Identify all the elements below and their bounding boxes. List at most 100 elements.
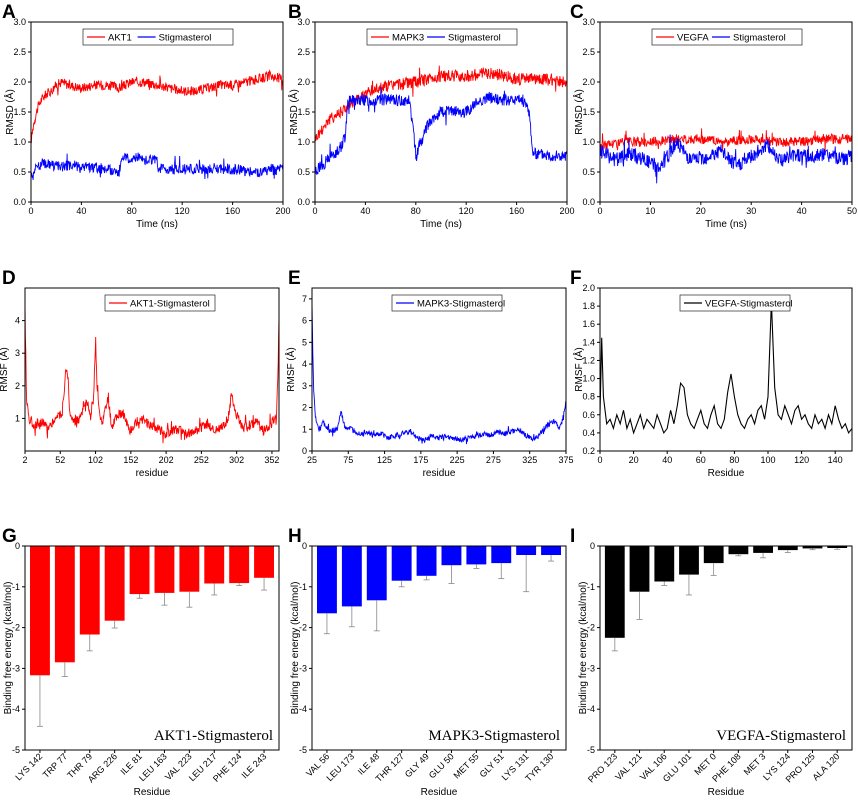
category-label-h-6: MET 55 <box>452 751 481 780</box>
bar-h-8 <box>516 546 537 555</box>
y-tick-label-e-5: 5 <box>302 337 307 347</box>
y-axis-label-a: RMSD (Å) <box>3 89 16 135</box>
x-tick-label-d-1: 52 <box>55 455 65 465</box>
x-tick-label-d-2: 102 <box>88 455 103 465</box>
x-tick-label-b-2: 80 <box>411 206 421 216</box>
y-tick-label-b-3: 1.5 <box>297 107 310 117</box>
plot-frame-e <box>311 287 567 452</box>
y-tick-label-c-5: 2.5 <box>582 47 595 57</box>
y-tick-label-c-3: 1.5 <box>582 107 595 117</box>
bar-g-4 <box>129 546 150 595</box>
y-tick-label-i-4: -1 <box>587 582 595 592</box>
bar-i-1 <box>629 546 650 592</box>
x-tick-label-d-4: 202 <box>159 455 174 465</box>
bar-g-5 <box>154 546 175 593</box>
y-tick-label-e-1: 1 <box>302 424 307 434</box>
plot-frame-g <box>24 545 280 751</box>
plot-frame-d <box>24 287 280 452</box>
y-tick-label-f-1: 0.4 <box>582 428 595 438</box>
bar-h-5 <box>441 546 462 566</box>
x-axis-label-h: Residue <box>421 787 458 798</box>
bar-g-6 <box>179 546 200 592</box>
plot-frame-h <box>311 545 567 751</box>
chart-title-i: VEGFA-Stigmasterol <box>716 728 846 744</box>
y-axis-label-f: RMSF (Å) <box>572 347 585 391</box>
panel-f: 0 20 40 60 80 100 120 140 0.2 0.4 0.6 0.8 1.0 1.2 1.4 1… <box>572 283 853 479</box>
y-tick-label-f-0: 0.2 <box>582 446 595 456</box>
bar-h-2 <box>366 546 387 601</box>
x-tick-label-e-2: 125 <box>377 455 392 465</box>
bar-g-3 <box>104 546 125 621</box>
y-tick-label-i-1: -4 <box>587 704 595 714</box>
bar-g-8 <box>229 546 250 584</box>
x-tick-label-f-1: 20 <box>629 455 639 465</box>
x-tick-label-a-0: 0 <box>28 206 33 216</box>
x-axis-label-d: residue <box>136 468 169 479</box>
legend-e: MAPK3-Stigmasterol <box>391 294 505 312</box>
y-tick-label-e-4: 4 <box>302 359 307 369</box>
y-tick-label-b-2: 1.0 <box>297 137 310 147</box>
y-tick-label-a-4: 2.0 <box>13 77 26 87</box>
x-axis-label-f: Residue <box>708 468 745 479</box>
chart-title-g: AKT1-Stigmasterol <box>154 728 273 744</box>
panel-label-c: C <box>570 2 584 23</box>
panel-label-h: H <box>288 526 302 547</box>
x-tick-label-d-5: 252 <box>194 455 209 465</box>
bar-i-4 <box>703 546 724 564</box>
x-tick-label-d-3: 152 <box>123 455 138 465</box>
x-tick-label-e-3: 175 <box>413 455 428 465</box>
legend-box-f <box>679 294 791 312</box>
x-tick-label-e-1: 75 <box>343 455 353 465</box>
legend-f: VEGFA-Stigmasterol <box>679 294 793 312</box>
y-tick-label-g-5: 0 <box>15 541 20 551</box>
bar-h-3 <box>391 546 412 581</box>
y-tick-label-b-1: 0.5 <box>297 167 310 177</box>
legend-label-a-0: AKT1 <box>108 33 132 44</box>
y-tick-label-b-4: 2.0 <box>297 77 310 87</box>
bar-i-7 <box>777 546 798 551</box>
category-label-g-1: TRP 77 <box>41 751 70 780</box>
y-tick-label-d-3: 4 <box>15 316 20 326</box>
y-tick-label-g-2: -3 <box>12 663 20 673</box>
x-tick-label-a-3: 120 <box>175 206 190 216</box>
category-label-g-5: LEU 163 <box>137 751 169 783</box>
y-tick-label-h-4: -1 <box>299 582 307 592</box>
y-tick-label-e-0: 0 <box>302 446 307 456</box>
x-tick-label-f-0: 0 <box>597 455 602 465</box>
x-axis-label-e: residue <box>423 468 456 479</box>
y-tick-label-c-1: 0.5 <box>582 167 595 177</box>
legend-box-a <box>82 28 234 46</box>
category-label-h-4: GLY 49 <box>403 751 431 779</box>
bar-h-0 <box>317 546 337 614</box>
y-tick-label-f-9: 2.0 <box>582 283 595 293</box>
legend-label-b-1: Stigmasterol <box>448 33 501 44</box>
x-tick-label-c-2: 20 <box>696 206 706 216</box>
x-tick-label-d-6: 302 <box>229 455 244 465</box>
y-tick-label-c-6: 3.0 <box>582 17 595 27</box>
y-tick-label-a-1: 0.5 <box>13 167 26 177</box>
legend-label-c-0: VEGFA <box>677 33 709 44</box>
series-line-b-1 <box>314 87 568 175</box>
y-axis-label-b: RMSD (Å) <box>287 89 300 135</box>
y-tick-label-f-4: 1.0 <box>582 374 595 384</box>
x-tick-label-f-3: 60 <box>696 455 706 465</box>
category-label-i-0: PRO 123 <box>586 751 619 784</box>
y-tick-label-f-2: 0.6 <box>582 410 595 420</box>
x-tick-label-c-4: 40 <box>797 206 807 216</box>
x-tick-label-b-0: 0 <box>312 206 317 216</box>
panel-label-a: A <box>2 2 16 23</box>
x-tick-label-e-0: 25 <box>307 455 317 465</box>
y-tick-label-g-4: -1 <box>12 582 20 592</box>
x-axis-label-g: Residue <box>134 787 171 798</box>
y-tick-label-b-5: 2.5 <box>297 47 310 57</box>
panel-c: 0 10 20 30 40 50 0.0 0.5 1.0 1.5 2.0 2.5 3.0 Time (ns… <box>572 17 857 230</box>
bar-h-6 <box>466 546 487 565</box>
category-label-h-5: GLU 50 <box>427 751 456 780</box>
y-tick-label-e-3: 3 <box>302 381 307 391</box>
y-axis-label-e: RMSF (Å) <box>284 347 297 391</box>
series-line-a-1 <box>30 152 284 181</box>
legend-c: VEGFA Stigmasterol <box>651 28 803 46</box>
